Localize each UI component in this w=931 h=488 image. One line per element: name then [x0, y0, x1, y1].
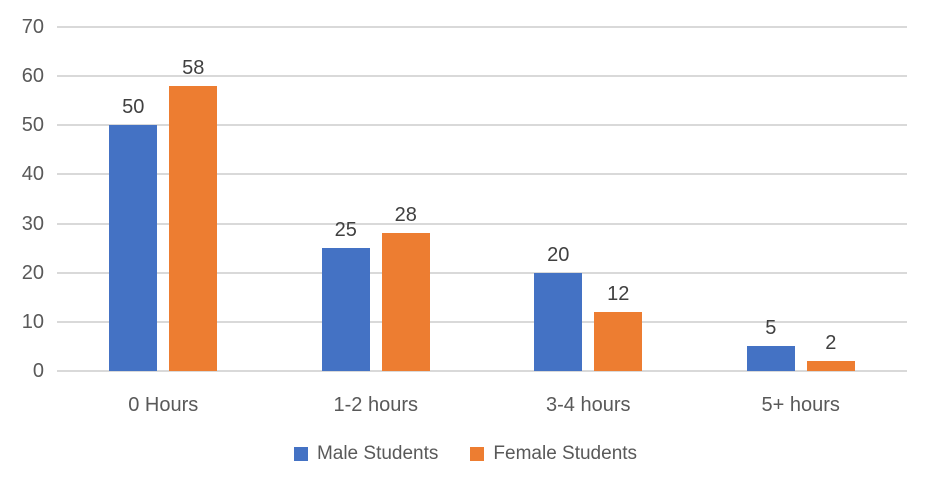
legend-label-female: Female Students	[493, 443, 638, 464]
y-axis-tick-label: 0	[32, 360, 44, 382]
gridline	[57, 124, 907, 127]
legend: Male Students Female Students	[0, 443, 931, 465]
x-axis-category-label: 0 Hours	[128, 394, 199, 416]
bar-male	[746, 346, 795, 371]
y-axis-tick-label: 50	[21, 114, 44, 137]
y-axis-tick-label: 20	[21, 261, 44, 284]
gridline	[57, 271, 907, 274]
bar-value-label: 20	[547, 243, 570, 266]
gridline	[57, 320, 907, 323]
plot-area: 50 58 25 28 20 12 5 2	[57, 26, 907, 372]
legend-item-female-students: Female Students	[470, 443, 637, 465]
bar-female	[594, 312, 643, 371]
legend-swatch-male-icon	[293, 447, 308, 461]
x-axis-category-label: 3-4 hours	[546, 394, 631, 416]
legend-item-male-students: Male Students	[293, 443, 439, 465]
bar-value-label: 58	[182, 56, 205, 79]
bar-male	[109, 125, 158, 371]
gridline	[57, 370, 907, 372]
bar-value-label: 28	[394, 204, 417, 227]
bar-male	[321, 248, 370, 371]
bar-value-label: 2	[825, 332, 837, 355]
bar-female	[381, 233, 430, 371]
x-axis-category-label: 5+ hours	[761, 394, 840, 416]
gridline	[57, 26, 907, 28]
bar-value-label: 5	[765, 317, 777, 340]
gridline	[57, 222, 907, 225]
gridline	[57, 75, 907, 78]
bar-value-label: 25	[334, 219, 357, 242]
gridline	[57, 173, 907, 176]
legend-swatch-female-icon	[470, 447, 485, 461]
y-axis-tick-label: 10	[21, 310, 44, 333]
bar-value-label: 12	[607, 283, 630, 306]
x-axis-category-label: 1-2 hours	[333, 394, 419, 416]
y-axis-tick-label: 40	[21, 163, 44, 186]
bar-male	[534, 272, 583, 371]
bar-female	[169, 85, 218, 371]
y-axis-tick-label: 70	[21, 16, 44, 38]
y-axis-tick-label: 30	[21, 212, 44, 235]
bar-value-label: 50	[122, 96, 145, 119]
bar-female	[806, 361, 855, 371]
y-axis-tick-label: 60	[21, 65, 44, 88]
legend-label-male: Male Students	[316, 443, 439, 464]
